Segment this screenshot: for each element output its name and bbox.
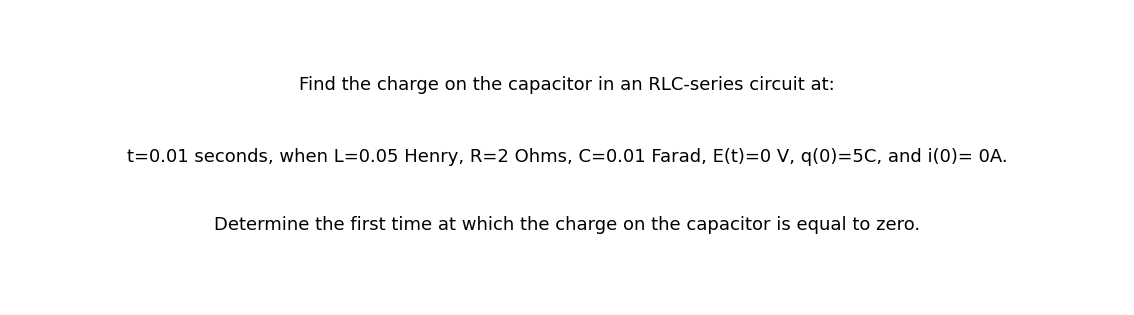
Text: Determine the first time at which the charge on the capacitor is equal to zero.: Determine the first time at which the ch… — [214, 216, 920, 234]
Text: Find the charge on the capacitor in an RLC-series circuit at:: Find the charge on the capacitor in an R… — [299, 76, 835, 94]
Text: t=0.01 seconds, when L=0.05 Henry, R=2 Ohms, C=0.01 Farad, E(t)=0 V, q(0)=5C, an: t=0.01 seconds, when L=0.05 Henry, R=2 O… — [127, 148, 1007, 167]
